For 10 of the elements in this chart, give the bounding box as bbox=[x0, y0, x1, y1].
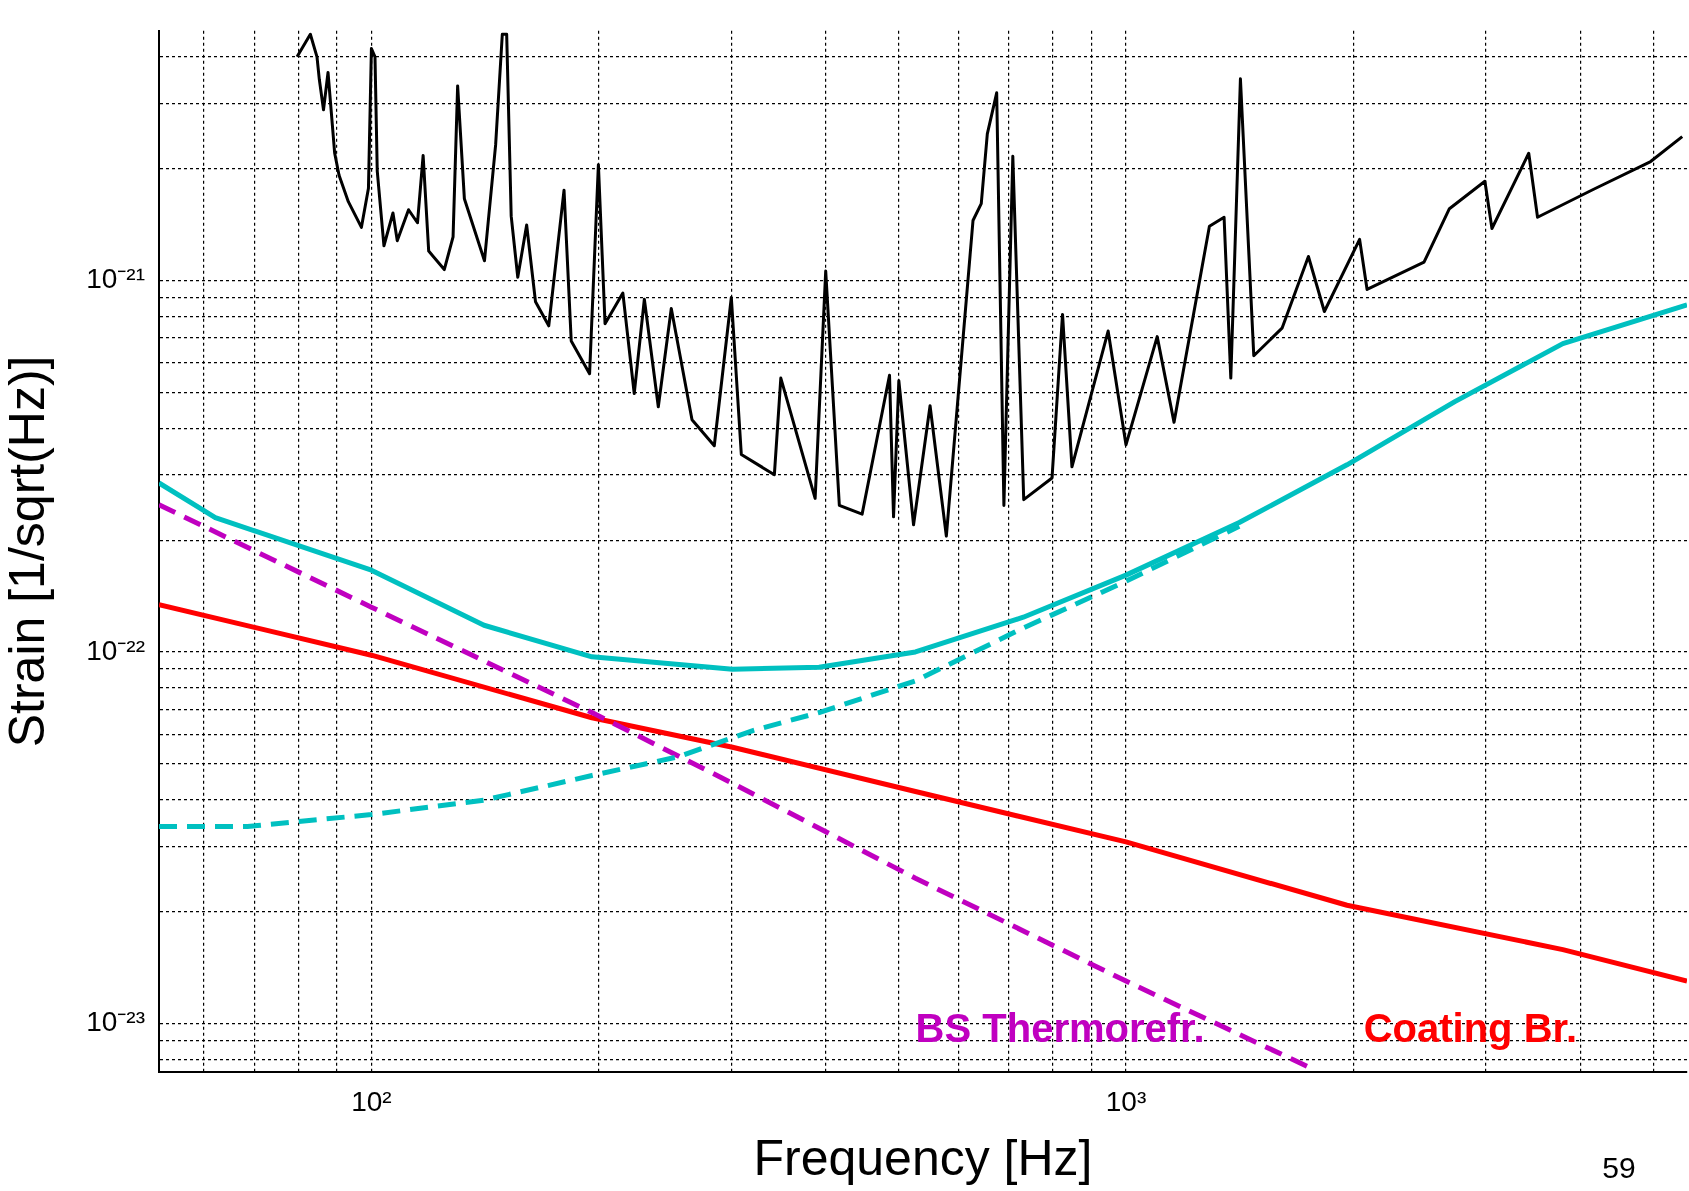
x-tick-label: 10² bbox=[351, 1085, 392, 1117]
series-label: Coating Br. bbox=[1363, 1006, 1577, 1050]
y-tick-label: 10⁻²³ bbox=[86, 1006, 145, 1038]
x-axis-title: Frequency [Hz] bbox=[753, 1129, 1093, 1186]
text: 59 bbox=[1602, 1151, 1636, 1184]
y-tick-label: 10⁻²¹ bbox=[86, 263, 145, 295]
x-tick-label: 10³ bbox=[1105, 1085, 1147, 1117]
y-tick-label: 10⁻²² bbox=[86, 634, 145, 666]
series-label: BS Thermorefr. bbox=[915, 1006, 1205, 1050]
y-axis-title: Strain [1/sqrt(Hz)] bbox=[0, 355, 55, 748]
